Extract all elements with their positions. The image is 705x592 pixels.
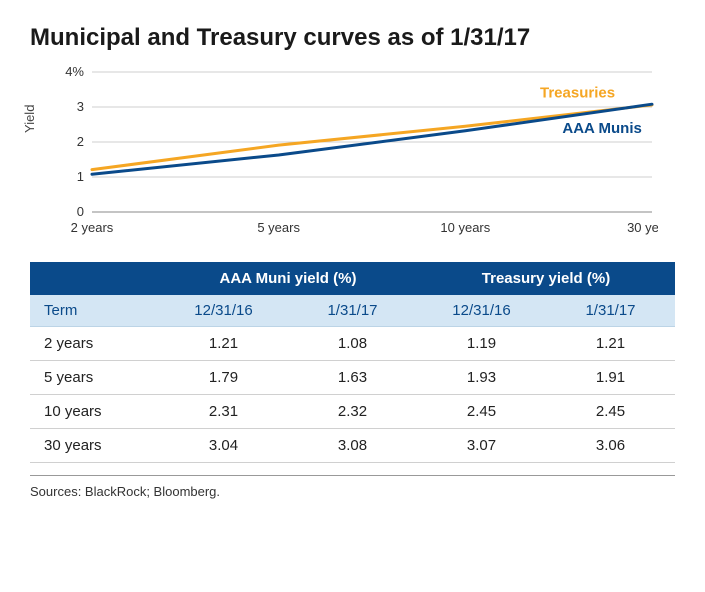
table-row: 5 years1.791.631.931.91 [30,361,675,395]
y-tick-label: 1 [77,169,84,184]
yield-table: AAA Muni yield (%) Treasury yield (%) Te… [30,262,675,463]
table-row: 2 years1.211.081.191.21 [30,327,675,361]
value-cell: 3.06 [546,429,675,463]
x-tick-label: 5 years [257,220,300,235]
yield-curve-chart: Yield 01234%2 years5 years10 years30 yea… [30,66,675,240]
value-cell: 2.31 [159,395,288,429]
x-tick-label: 10 years [440,220,490,235]
series-line [92,104,652,174]
table-header-blank [30,262,159,295]
value-cell: 2.45 [546,395,675,429]
y-tick-label: 4% [65,66,84,79]
table-subheader: 12/31/16 [159,295,288,327]
series-line [92,105,652,170]
value-cell: 1.21 [546,327,675,361]
y-tick-label: 3 [77,99,84,114]
value-cell: 1.63 [288,361,417,395]
table-row: 10 years2.312.322.452.45 [30,395,675,429]
table-row: 30 years3.043.083.073.06 [30,429,675,463]
chart-svg: 0 1 2 3 4% 2 years 5 years 10 years 30 years Trea… [58,66,658,240]
value-cell: 1.21 [159,327,288,361]
value-cell: 1.19 [417,327,546,361]
value-cell: 1.79 [159,361,288,395]
table-header-term: Term [30,295,159,327]
value-cell: 1.08 [288,327,417,361]
value-cell: 2.45 [417,395,546,429]
page-title: Municipal and Treasury curves as of 1/31… [30,24,675,52]
y-tick-label: 2 [77,134,84,149]
table-subheader: 1/31/17 [546,295,675,327]
value-cell: 3.04 [159,429,288,463]
value-cell: 3.07 [417,429,546,463]
table-header-group-muni: AAA Muni yield (%) [159,262,417,295]
value-cell: 1.91 [546,361,675,395]
value-cell: 3.08 [288,429,417,463]
term-cell: 30 years [30,429,159,463]
table-header-group-treasury: Treasury yield (%) [417,262,675,295]
value-cell: 1.93 [417,361,546,395]
series-label: Treasuries [540,85,615,102]
value-cell: 2.32 [288,395,417,429]
term-cell: 5 years [30,361,159,395]
x-tick-label: 30 years [627,220,658,235]
table-subheader: 1/31/17 [288,295,417,327]
series-label: AAA Munis [562,120,641,137]
x-tick-label: 2 years [71,220,114,235]
term-cell: 10 years [30,395,159,429]
table-subheader: 12/31/16 [417,295,546,327]
term-cell: 2 years [30,327,159,361]
sources-text: Sources: BlackRock; Bloomberg. [30,475,675,499]
y-axis-label: Yield [22,105,37,133]
y-tick-label: 0 [77,204,84,219]
